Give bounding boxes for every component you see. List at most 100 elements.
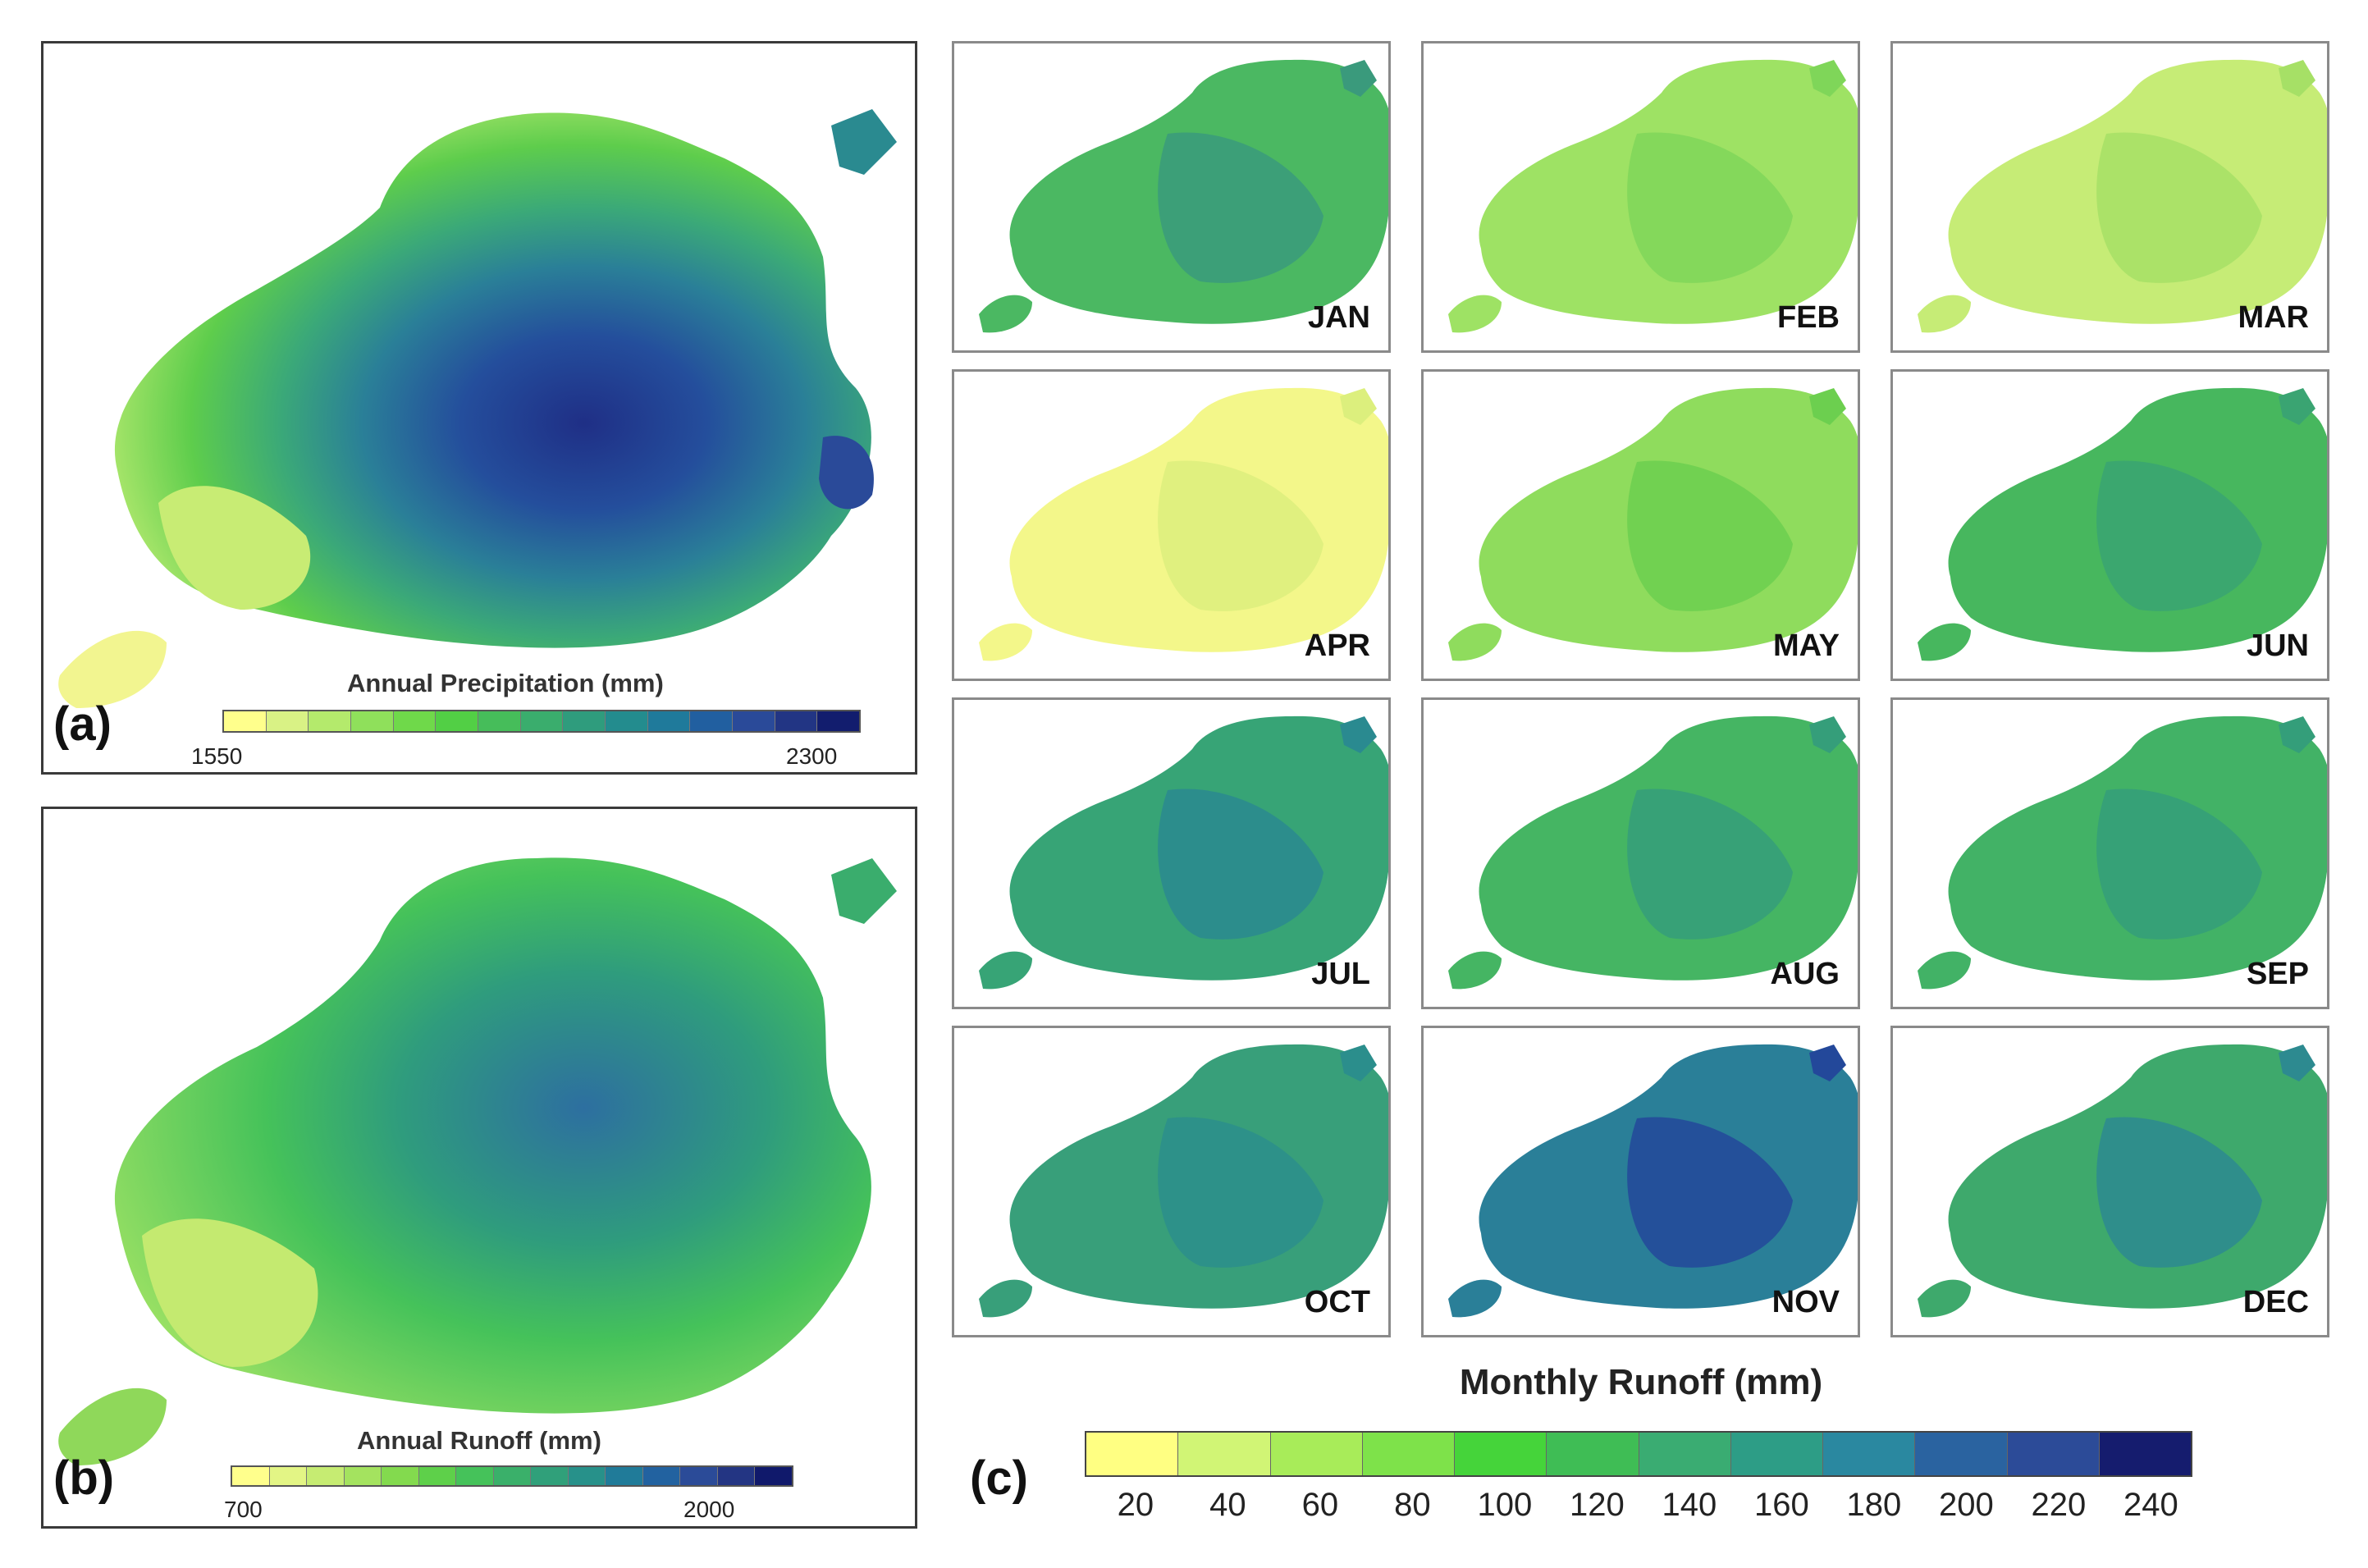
precip-legend-swatch [817,711,860,731]
month-label: JAN [1307,300,1370,335]
dry-region [142,1218,318,1367]
core-region [1627,1117,1793,1268]
runoff-legend-swatch [755,1467,792,1485]
core-region [2096,460,2262,611]
northeast-islands [1340,388,1377,425]
core-region [1627,789,1793,939]
runoff-legend-swatch [606,1467,643,1485]
month-map-nov: NOV [1421,1026,1860,1337]
month-map-shape [979,59,1388,333]
monthly-legend-colorbar [1085,1431,2192,1477]
month-map-apr: APR [952,369,1391,681]
legend-min-label: 1550 [191,743,243,769]
month-label: APR [1304,629,1370,663]
runoff-legend-swatch [344,1467,382,1485]
land-shape [114,112,871,648]
panel-b-runoff-map: Annual Runoff (mm) 700 2000 (b) [41,807,917,1529]
core-region [1158,460,1323,611]
month-map-shape [1918,1044,2327,1318]
monthly-legend-title: Monthly Runoff (mm) [1459,1362,1823,1402]
precip-legend-swatch [478,711,521,731]
month-map-shape [1918,59,2327,333]
monthly-legend-swatch [1730,1433,1823,1475]
precipitation-map [58,109,897,708]
island [979,295,1032,333]
precip-legend-swatch [436,711,479,731]
northeast-islands [1809,1045,1846,1081]
island [1448,1279,1502,1318]
legend-colorbar [222,710,861,733]
month-map-shape [979,1044,1388,1318]
monthly-legend-swatch [1547,1433,1639,1475]
month-map-jan: JAN [952,41,1391,353]
month-label: AUG [1770,957,1840,991]
panel-a-precipitation-map: Annual Precipitation (mm) 1550 2300 (a) [41,41,917,775]
monthly-legend-swatch [1270,1433,1363,1475]
monthly-legend-swatch [1086,1433,1179,1475]
month-map-shape [1448,387,1858,661]
month-map-jul: JUL [952,697,1391,1009]
island [1918,1279,1971,1318]
core-region [1627,132,1793,283]
island [979,623,1032,661]
runoff-legend-swatch [418,1467,457,1485]
month-label: FEB [1777,300,1840,335]
monthly-legend-tick: 60 [1301,1487,1339,1523]
runoff-legend-swatch [680,1467,718,1485]
month-label: DEC [2242,1285,2309,1319]
island [1448,623,1502,661]
northeast-islands [1809,716,1846,753]
precip-legend-swatch [351,711,394,731]
precip-legend-swatch [775,711,818,731]
legend-title: Annual Runoff (mm) [357,1426,601,1455]
monthly-legend-tick: 120 [1570,1487,1625,1523]
island [58,1387,167,1465]
month-map-oct: OCT [952,1026,1391,1337]
monthly-legend-swatch [2007,1433,2100,1475]
dry-region [158,486,311,610]
island [58,630,167,708]
legend-max-label: 2300 [786,743,838,769]
monthly-legend-tick: 40 [1209,1487,1246,1523]
island [1448,295,1502,333]
monthly-legend-tick: 240 [2123,1487,2178,1523]
monthly-legend-tick: 160 [1754,1487,1809,1523]
northeast-islands [1340,1045,1377,1081]
core-region [1627,460,1793,611]
month-map-dec: DEC [1890,1026,2329,1337]
precip-legend-swatch [266,711,309,731]
precip-legend-swatch [520,711,564,731]
island [979,1279,1032,1318]
runoff-legend-swatch [456,1467,494,1485]
month-map-shape [1918,387,2327,661]
northeast-islands [2279,388,2315,425]
core-region [1158,1117,1323,1268]
monthly-legend-swatch [1915,1433,2008,1475]
runoff-legend-swatch [568,1467,606,1485]
monthly-legend-tick: 180 [1846,1487,1902,1523]
month-label: JUN [2246,629,2309,663]
monthly-legend-tick: 80 [1394,1487,1431,1523]
monthly-legend-swatch [1823,1433,1916,1475]
core-region [1158,132,1323,283]
month-map-shape [1448,715,1858,990]
runoff-legend-swatch [642,1467,681,1485]
island [1918,951,1971,990]
runoff-legend-swatch [307,1467,345,1485]
core-region [2096,789,2262,939]
precip-legend-swatch [606,711,648,731]
core-region [1158,789,1323,939]
northeast-islands [2279,716,2315,753]
month-label: OCT [1304,1285,1370,1319]
month-map-shape [1448,1044,1858,1318]
northeast-islands [831,858,897,924]
runoff-legend-swatch [382,1467,419,1485]
northeast-islands [1340,60,1377,97]
monthly-legend-tick: 200 [1939,1487,1994,1523]
precip-legend-swatch [563,711,606,731]
month-map-aug: AUG [1421,697,1860,1009]
month-map-jun: JUN [1890,369,2329,681]
monthly-legend-tick: 220 [2031,1487,2087,1523]
runoff-legend-swatch [717,1467,756,1485]
month-map-sep: SEP [1890,697,2329,1009]
